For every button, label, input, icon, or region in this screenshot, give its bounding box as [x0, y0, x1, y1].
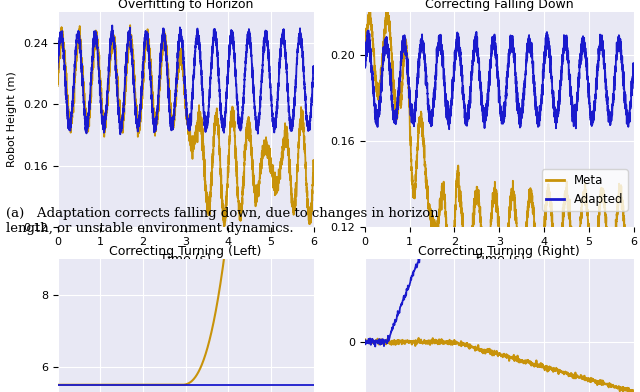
- Title: Correcting Falling Down: Correcting Falling Down: [425, 0, 573, 11]
- Y-axis label: Robot Height (m): Robot Height (m): [8, 72, 17, 167]
- X-axis label: Time (s): Time (s): [474, 252, 525, 266]
- Title: Overfitting to Horizon: Overfitting to Horizon: [118, 0, 253, 11]
- Title: Correcting Turning (Right): Correcting Turning (Right): [419, 245, 580, 258]
- Legend: Meta, Adapted: Meta, Adapted: [541, 169, 628, 211]
- Title: Correcting Turning (Left): Correcting Turning (Left): [109, 245, 262, 258]
- Text: (a)   Adaptation corrects falling down, due to changes in horizon
length, or uns: (a) Adaptation corrects falling down, du…: [6, 207, 439, 235]
- X-axis label: Time (s): Time (s): [160, 252, 211, 266]
